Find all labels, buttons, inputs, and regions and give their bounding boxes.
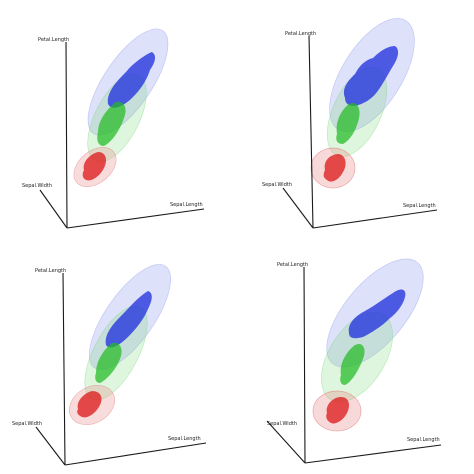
cluster-green-inner (97, 101, 126, 146)
axis-z (308, 35, 314, 229)
panel-bottom-left: Petal.Length Sepal.Width Sepal.Length (0, 235, 237, 470)
cluster-green-inner (336, 102, 360, 144)
cluster-red-inner (82, 152, 106, 181)
cluster-green-inner (340, 343, 365, 385)
axis-x (66, 208, 205, 229)
axis-x-label: Sepal.Length (168, 436, 201, 442)
cluster-blue-inner (105, 291, 152, 348)
axis-z-label: Petal.Length (285, 31, 316, 37)
plot-canvas: Petal.Length Sepal.Width Sepal.Length (12, 264, 207, 466)
axis-x (312, 209, 438, 229)
cluster-red-inner (323, 154, 346, 182)
panel-bottom-right: Petal.Length Sepal.Width Sepal.Length (237, 235, 474, 470)
cluster-red-inner (326, 397, 349, 424)
axis-y (282, 187, 314, 229)
axis-x-label: Sepal.Length (403, 203, 436, 209)
axis-x (64, 442, 207, 466)
axis-y (266, 420, 306, 464)
axis-z-label: Petal.Length (38, 37, 69, 43)
axis-x-label: Sepal.Length (407, 437, 440, 443)
axis-x (304, 444, 442, 464)
plot-canvas: Petal.Length Sepal.Width Sepal.Length (22, 28, 205, 229)
axis-y-label: Sepal.Width (22, 183, 52, 189)
axis-x-label: Sepal.Length (170, 202, 203, 208)
plot-canvas: Petal.Length Sepal.Width Sepal.Length (262, 18, 438, 229)
cluster-blue-inner (107, 52, 156, 108)
cluster-green-inner (95, 342, 122, 383)
axis-y-label: Sepal.Width (12, 421, 42, 427)
axis-y-label: Sepal.Width (262, 182, 292, 188)
axes: Petal.Length Sepal.Width Sepal.Length (262, 31, 438, 229)
axis-z (303, 266, 306, 464)
axis-y (39, 189, 68, 229)
cluster-blue-inner (348, 289, 406, 339)
axes: Petal.Length Sepal.Width Sepal.Length (266, 262, 442, 464)
panel-top-left: Petal.Length Sepal.Width Sepal.Length (0, 0, 237, 235)
plot-canvas: Petal.Length Sepal.Width Sepal.Length (266, 258, 442, 464)
cluster-red-inner (77, 391, 102, 418)
panel-top-right: Petal.Length Sepal.Width Sepal.Length (237, 0, 474, 235)
axes: Petal.Length Sepal.Width Sepal.Length (22, 37, 205, 229)
axis-z-label: Petal.Length (277, 262, 308, 268)
axis-y (35, 426, 66, 466)
axes: Petal.Length Sepal.Width Sepal.Length (12, 268, 207, 466)
axis-y-label: Sepal.Width (267, 421, 297, 427)
cluster-blue-inner (343, 46, 399, 106)
axis-z (62, 272, 66, 466)
axis-z-label: Petal.Length (35, 268, 66, 274)
axis-z (65, 41, 68, 229)
